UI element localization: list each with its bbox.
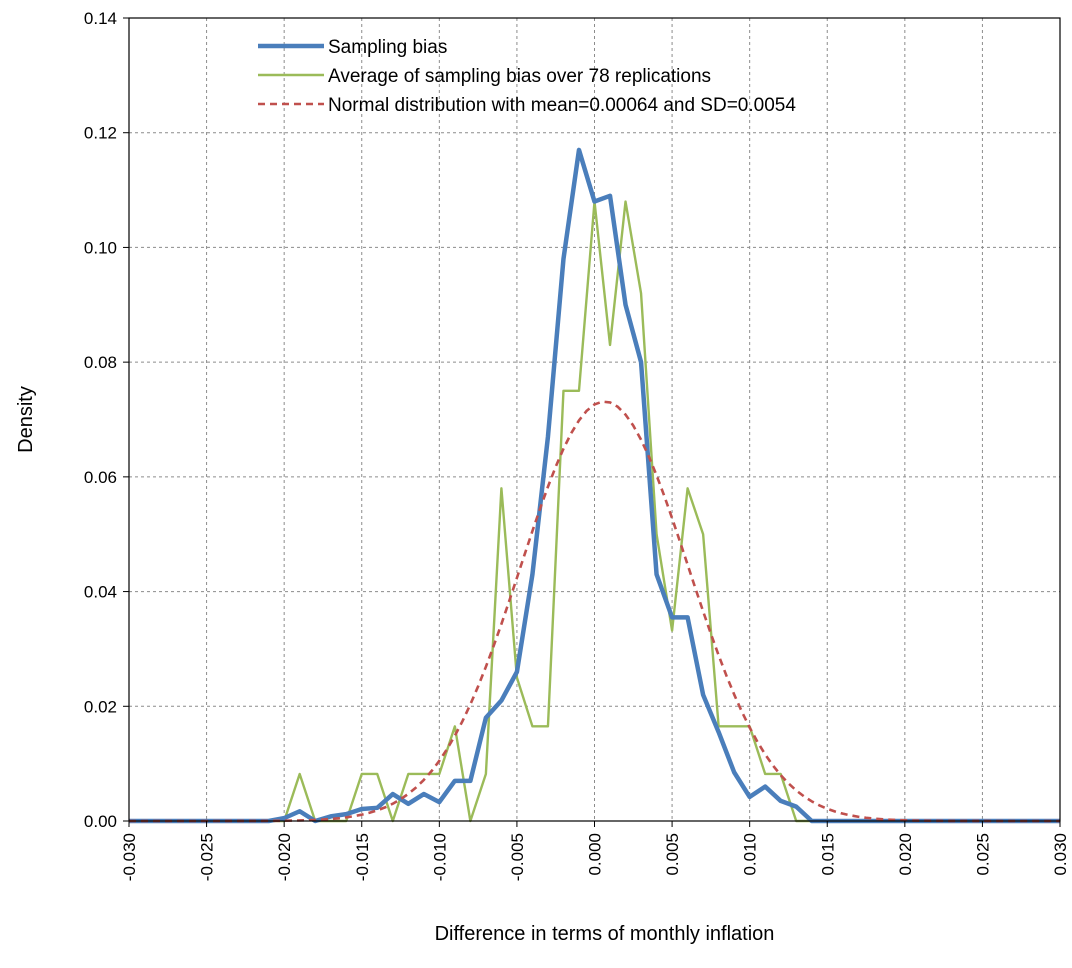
x-tick-label: 0.010 (741, 833, 760, 876)
y-tick-label: 0.08 (84, 353, 117, 372)
y-axis-title: Density (15, 386, 37, 453)
y-tick-label: 0.10 (84, 238, 117, 257)
grid-lines (129, 18, 1060, 821)
y-tick-label: 0.06 (84, 468, 117, 487)
legend: Sampling bias Average of sampling bias ov… (258, 37, 796, 116)
x-axis-title: Difference in terms of monthly inflation (435, 923, 775, 945)
x-tick-label: -0.030 (120, 833, 139, 881)
y-tick-label: 0.00 (84, 812, 117, 831)
series-line-2 (129, 400, 1060, 823)
x-tick-label: 0.005 (663, 833, 682, 876)
y-tick-label: 0.12 (84, 124, 117, 143)
x-tick-label: 0.025 (973, 833, 992, 876)
y-tick-label: 0.04 (84, 583, 117, 602)
y-tick-label: 0.02 (84, 697, 117, 716)
x-tick-label: -0.005 (508, 833, 527, 881)
x-tick-label: 0.015 (818, 833, 837, 876)
axis-ticks: 0.00 0.02 0.04 0.06 0.08 0.10 0.12 0.14 -0.030 -0… (84, 9, 1070, 881)
x-tick-label: -0.020 (275, 833, 294, 881)
x-tick-label: -0.010 (430, 833, 449, 881)
x-tick-label: -0.025 (198, 833, 217, 881)
legend-label-0: Sampling bias (328, 37, 447, 58)
x-tick-label: 0.020 (896, 833, 915, 876)
legend-label-2: Normal distribution with mean=0.00064 an… (328, 95, 796, 116)
x-tick-label: 0.030 (1051, 833, 1070, 876)
legend-label-1: Average of sampling bias over 78 replica… (328, 66, 711, 87)
x-tick-label: 0.000 (586, 833, 605, 876)
x-tick-label: -0.015 (353, 833, 372, 881)
y-tick-label: 0.14 (84, 9, 117, 28)
